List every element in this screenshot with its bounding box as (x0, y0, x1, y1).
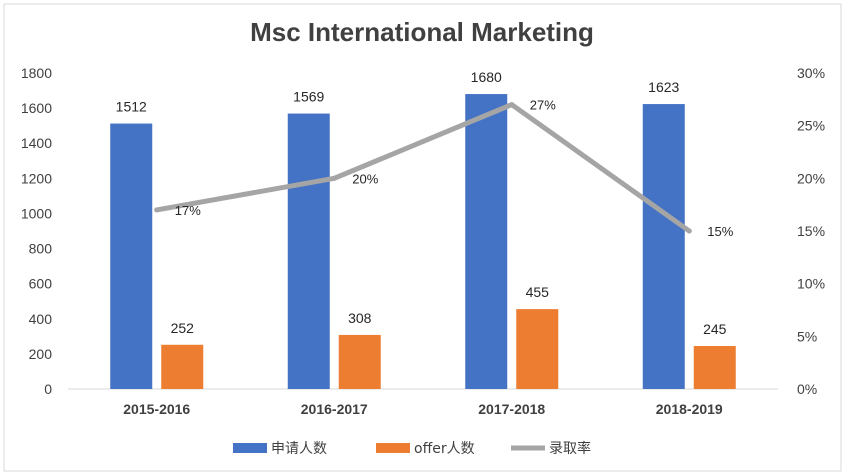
bar-data-label: 308 (348, 310, 372, 326)
legend-label: 录取率 (549, 440, 591, 457)
rate-data-label: 20% (352, 171, 378, 186)
x-category-label: 2015-2016 (123, 401, 190, 417)
rate-data-label: 27% (530, 98, 556, 113)
x-category-label: 2016-2017 (301, 401, 368, 417)
bar-data-label: 455 (526, 284, 550, 300)
y2-tick-label: 25% (797, 118, 825, 134)
y-tick-label: 600 (29, 276, 53, 292)
x-category-label: 2017-2018 (478, 401, 545, 417)
bar-offers (161, 344, 204, 389)
rate-line (154, 102, 692, 234)
rate-line-layer: 17% 20% 27% 15% (154, 98, 734, 239)
rate-point (686, 228, 692, 234)
y-tick-label: 400 (29, 311, 53, 327)
x-category-label: 2018-2019 (656, 401, 723, 417)
y-tick-label: 1800 (21, 65, 52, 81)
legend-swatch (376, 443, 410, 453)
y2-tick-label: 15% (797, 223, 825, 239)
legend-label: 申请人数 (271, 441, 327, 457)
bar-data-label: 1680 (471, 69, 502, 85)
bar-data-label: 245 (703, 321, 727, 337)
legend-swatch (233, 443, 267, 453)
x-axis-categories: 2015-2016 2016-2017 2017-2018 2018-2019 (123, 401, 723, 417)
rate-data-label: 17% (175, 203, 201, 218)
bars: 1512 1569 1680 1623 252 308 455 245 (110, 69, 736, 390)
y-tick-label: 800 (29, 241, 53, 257)
y2-tick-label: 20% (797, 170, 825, 186)
y-axis-left: 0 200 400 600 800 1000 1200 1400 1600 1800 (21, 65, 52, 397)
rate-point (154, 207, 160, 213)
bar-applications (642, 104, 685, 389)
legend-label: offer人数 (414, 441, 475, 457)
bar-offers (693, 345, 736, 389)
chart-border (3, 3, 842, 472)
legend: 申请人数 offer人数 录取率 (233, 440, 591, 457)
chart-title: Msc International Marketing (250, 17, 594, 47)
y-tick-label: 1200 (21, 170, 52, 186)
y-tick-label: 1000 (21, 205, 52, 221)
rate-point (331, 175, 337, 181)
y-axis-right: 0% 5% 10% 15% 20% 25% 30% (797, 65, 825, 397)
bar-data-label: 1623 (648, 79, 679, 95)
bar-data-label: 1569 (293, 89, 324, 105)
bar-offers (338, 334, 381, 389)
y-tick-label: 1400 (21, 135, 52, 151)
bar-offers (516, 309, 559, 389)
y2-tick-label: 0% (797, 381, 817, 397)
y2-tick-label: 5% (797, 328, 817, 344)
bar-applications (287, 113, 330, 389)
bar-applications (465, 94, 508, 390)
bar-data-label: 252 (171, 320, 195, 336)
y2-tick-label: 30% (797, 65, 825, 81)
bar-data-label: 1512 (116, 99, 147, 115)
rate-data-label: 15% (707, 224, 733, 239)
rate-point (509, 102, 515, 108)
y-tick-label: 1600 (21, 100, 52, 116)
y-tick-label: 200 (29, 346, 53, 362)
y-tick-label: 0 (44, 381, 52, 397)
y2-tick-label: 10% (797, 276, 825, 292)
bar-applications (110, 123, 153, 389)
